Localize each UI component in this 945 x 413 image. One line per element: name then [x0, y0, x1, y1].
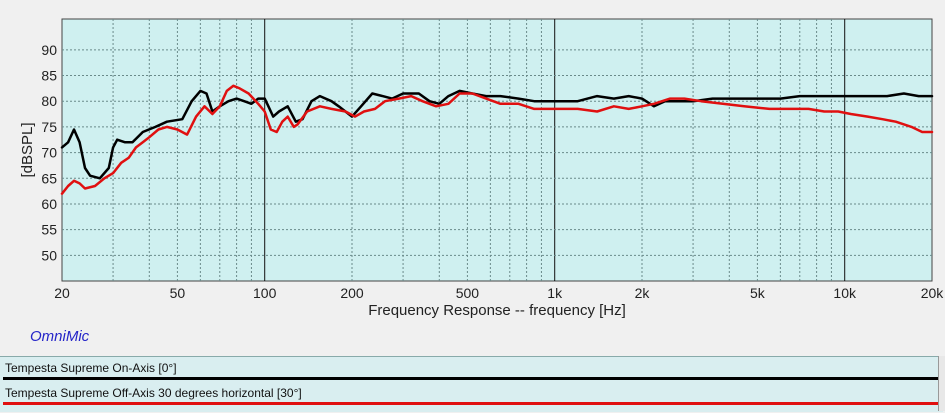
legend-scrollbar[interactable]: [938, 356, 945, 411]
x-tick-label: 5k: [750, 285, 766, 301]
y-tick-label: 50: [41, 247, 57, 263]
y-tick-label: 65: [41, 170, 57, 186]
y-tick-label: 55: [41, 222, 57, 238]
x-tick-label: 100: [253, 285, 277, 301]
grid-lines: [62, 19, 932, 281]
frequency-response-chart: 20 50 100 200 500 1k 2k 5k 10k 20k 50 55 60 65 70 75 80…: [19, 18, 944, 319]
legend-label-on-axis: Tempesta Supreme On-Axis [0°]: [5, 361, 177, 375]
y-tick-label: 80: [41, 93, 57, 109]
x-tick-label: 20: [54, 285, 70, 301]
x-axis-title: Frequency Response -- frequency [Hz]: [368, 302, 626, 319]
series-lines: [60, 84, 934, 195]
x-tick-label: 2k: [635, 285, 651, 301]
x-tick-label: 200: [340, 285, 364, 301]
y-tick-label: 90: [41, 42, 57, 58]
x-tick-label: 1k: [547, 285, 563, 301]
legend-item-on-axis[interactable]: Tempesta Supreme On-Axis [0°]: [3, 359, 938, 380]
x-tick-labels: 20 50 100 200 500 1k 2k 5k 10k 20k: [54, 285, 944, 301]
y-tick-label: 85: [41, 68, 57, 84]
omnimic-brand-label: OmniMic: [30, 328, 90, 345]
y-tick-label: 70: [41, 145, 57, 161]
y-tick-labels: 50 55 60 65 70 75 80 85 90: [41, 42, 57, 263]
y-tick-label: 75: [41, 119, 57, 135]
plot-area: [61, 18, 933, 282]
legend-line-on-axis: [3, 377, 938, 380]
legend-item-off-axis[interactable]: Tempesta Supreme Off-Axis 30 degrees hor…: [3, 384, 938, 405]
legend-line-off-axis: [3, 402, 938, 405]
x-tick-label: 500: [456, 285, 480, 301]
y-axis-title: [dBSPL]: [19, 122, 36, 177]
y-tick-label: 60: [41, 196, 57, 212]
series-line-off-axis: [60, 84, 934, 195]
x-tick-label: 10k: [833, 285, 857, 301]
x-tick-label: 50: [170, 285, 186, 301]
legend-panel: Tempesta Supreme On-Axis [0°] Tempesta S…: [0, 356, 943, 412]
x-tick-label: 20k: [921, 285, 945, 301]
legend-label-off-axis: Tempesta Supreme Off-Axis 30 degrees hor…: [5, 386, 302, 400]
